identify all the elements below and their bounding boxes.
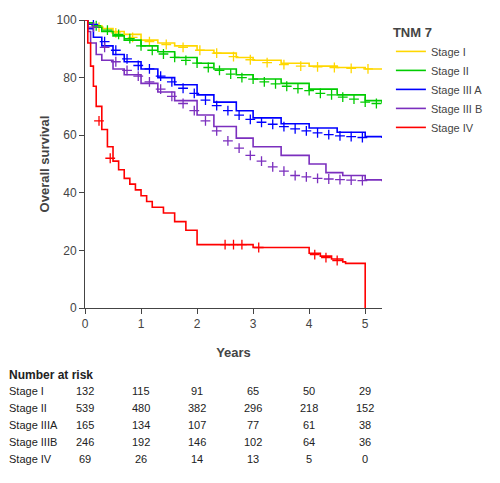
svg-text:218: 218 <box>300 402 318 414</box>
svg-text:26: 26 <box>135 453 147 465</box>
svg-text:40: 40 <box>63 186 77 200</box>
svg-text:36: 36 <box>359 436 371 448</box>
svg-text:Stage I: Stage I <box>9 385 44 397</box>
svg-text:102: 102 <box>244 436 262 448</box>
svg-text:1: 1 <box>138 317 145 331</box>
svg-text:Stage III B: Stage III B <box>431 103 482 115</box>
svg-text:246: 246 <box>76 436 94 448</box>
svg-text:Stage IIIB: Stage IIIB <box>9 436 57 448</box>
svg-text:Number at risk: Number at risk <box>9 368 93 382</box>
svg-text:69: 69 <box>79 453 91 465</box>
svg-text:Stage II: Stage II <box>431 65 469 77</box>
svg-text:29: 29 <box>359 385 371 397</box>
svg-text:Stage II: Stage II <box>9 402 47 414</box>
svg-text:14: 14 <box>191 453 203 465</box>
svg-text:134: 134 <box>132 419 150 431</box>
svg-text:100: 100 <box>57 13 77 27</box>
svg-text:Overall survival: Overall survival <box>37 116 52 213</box>
svg-text:132: 132 <box>76 385 94 397</box>
svg-text:107: 107 <box>188 419 206 431</box>
svg-text:TNM 7: TNM 7 <box>393 25 432 40</box>
svg-text:Years: Years <box>216 345 251 360</box>
svg-text:539: 539 <box>76 402 94 414</box>
svg-text:146: 146 <box>188 436 206 448</box>
svg-text:152: 152 <box>356 402 374 414</box>
svg-text:Stage III A: Stage III A <box>431 84 482 96</box>
svg-text:192: 192 <box>132 436 150 448</box>
svg-text:0: 0 <box>362 453 368 465</box>
svg-text:80: 80 <box>63 71 77 85</box>
svg-text:65: 65 <box>247 385 259 397</box>
svg-text:115: 115 <box>132 385 150 397</box>
svg-text:Stage IIIA: Stage IIIA <box>9 419 58 431</box>
svg-text:77: 77 <box>247 419 259 431</box>
svg-text:2: 2 <box>194 317 201 331</box>
svg-text:13: 13 <box>247 453 259 465</box>
svg-text:91: 91 <box>191 385 203 397</box>
svg-text:5: 5 <box>362 317 369 331</box>
svg-text:64: 64 <box>303 436 315 448</box>
svg-text:296: 296 <box>244 402 262 414</box>
svg-text:382: 382 <box>188 402 206 414</box>
svg-text:38: 38 <box>359 419 371 431</box>
svg-text:5: 5 <box>306 453 312 465</box>
svg-text:Stage IV: Stage IV <box>9 453 52 465</box>
svg-text:0: 0 <box>82 317 89 331</box>
svg-text:61: 61 <box>303 419 315 431</box>
svg-text:165: 165 <box>76 419 94 431</box>
svg-text:50: 50 <box>303 385 315 397</box>
svg-text:Stage I: Stage I <box>431 46 466 58</box>
svg-text:3: 3 <box>250 317 257 331</box>
svg-text:20: 20 <box>63 244 77 258</box>
svg-text:0: 0 <box>70 301 77 315</box>
svg-text:60: 60 <box>63 128 77 142</box>
svg-text:480: 480 <box>132 402 150 414</box>
svg-text:4: 4 <box>306 317 313 331</box>
svg-text:Stage IV: Stage IV <box>431 122 474 134</box>
